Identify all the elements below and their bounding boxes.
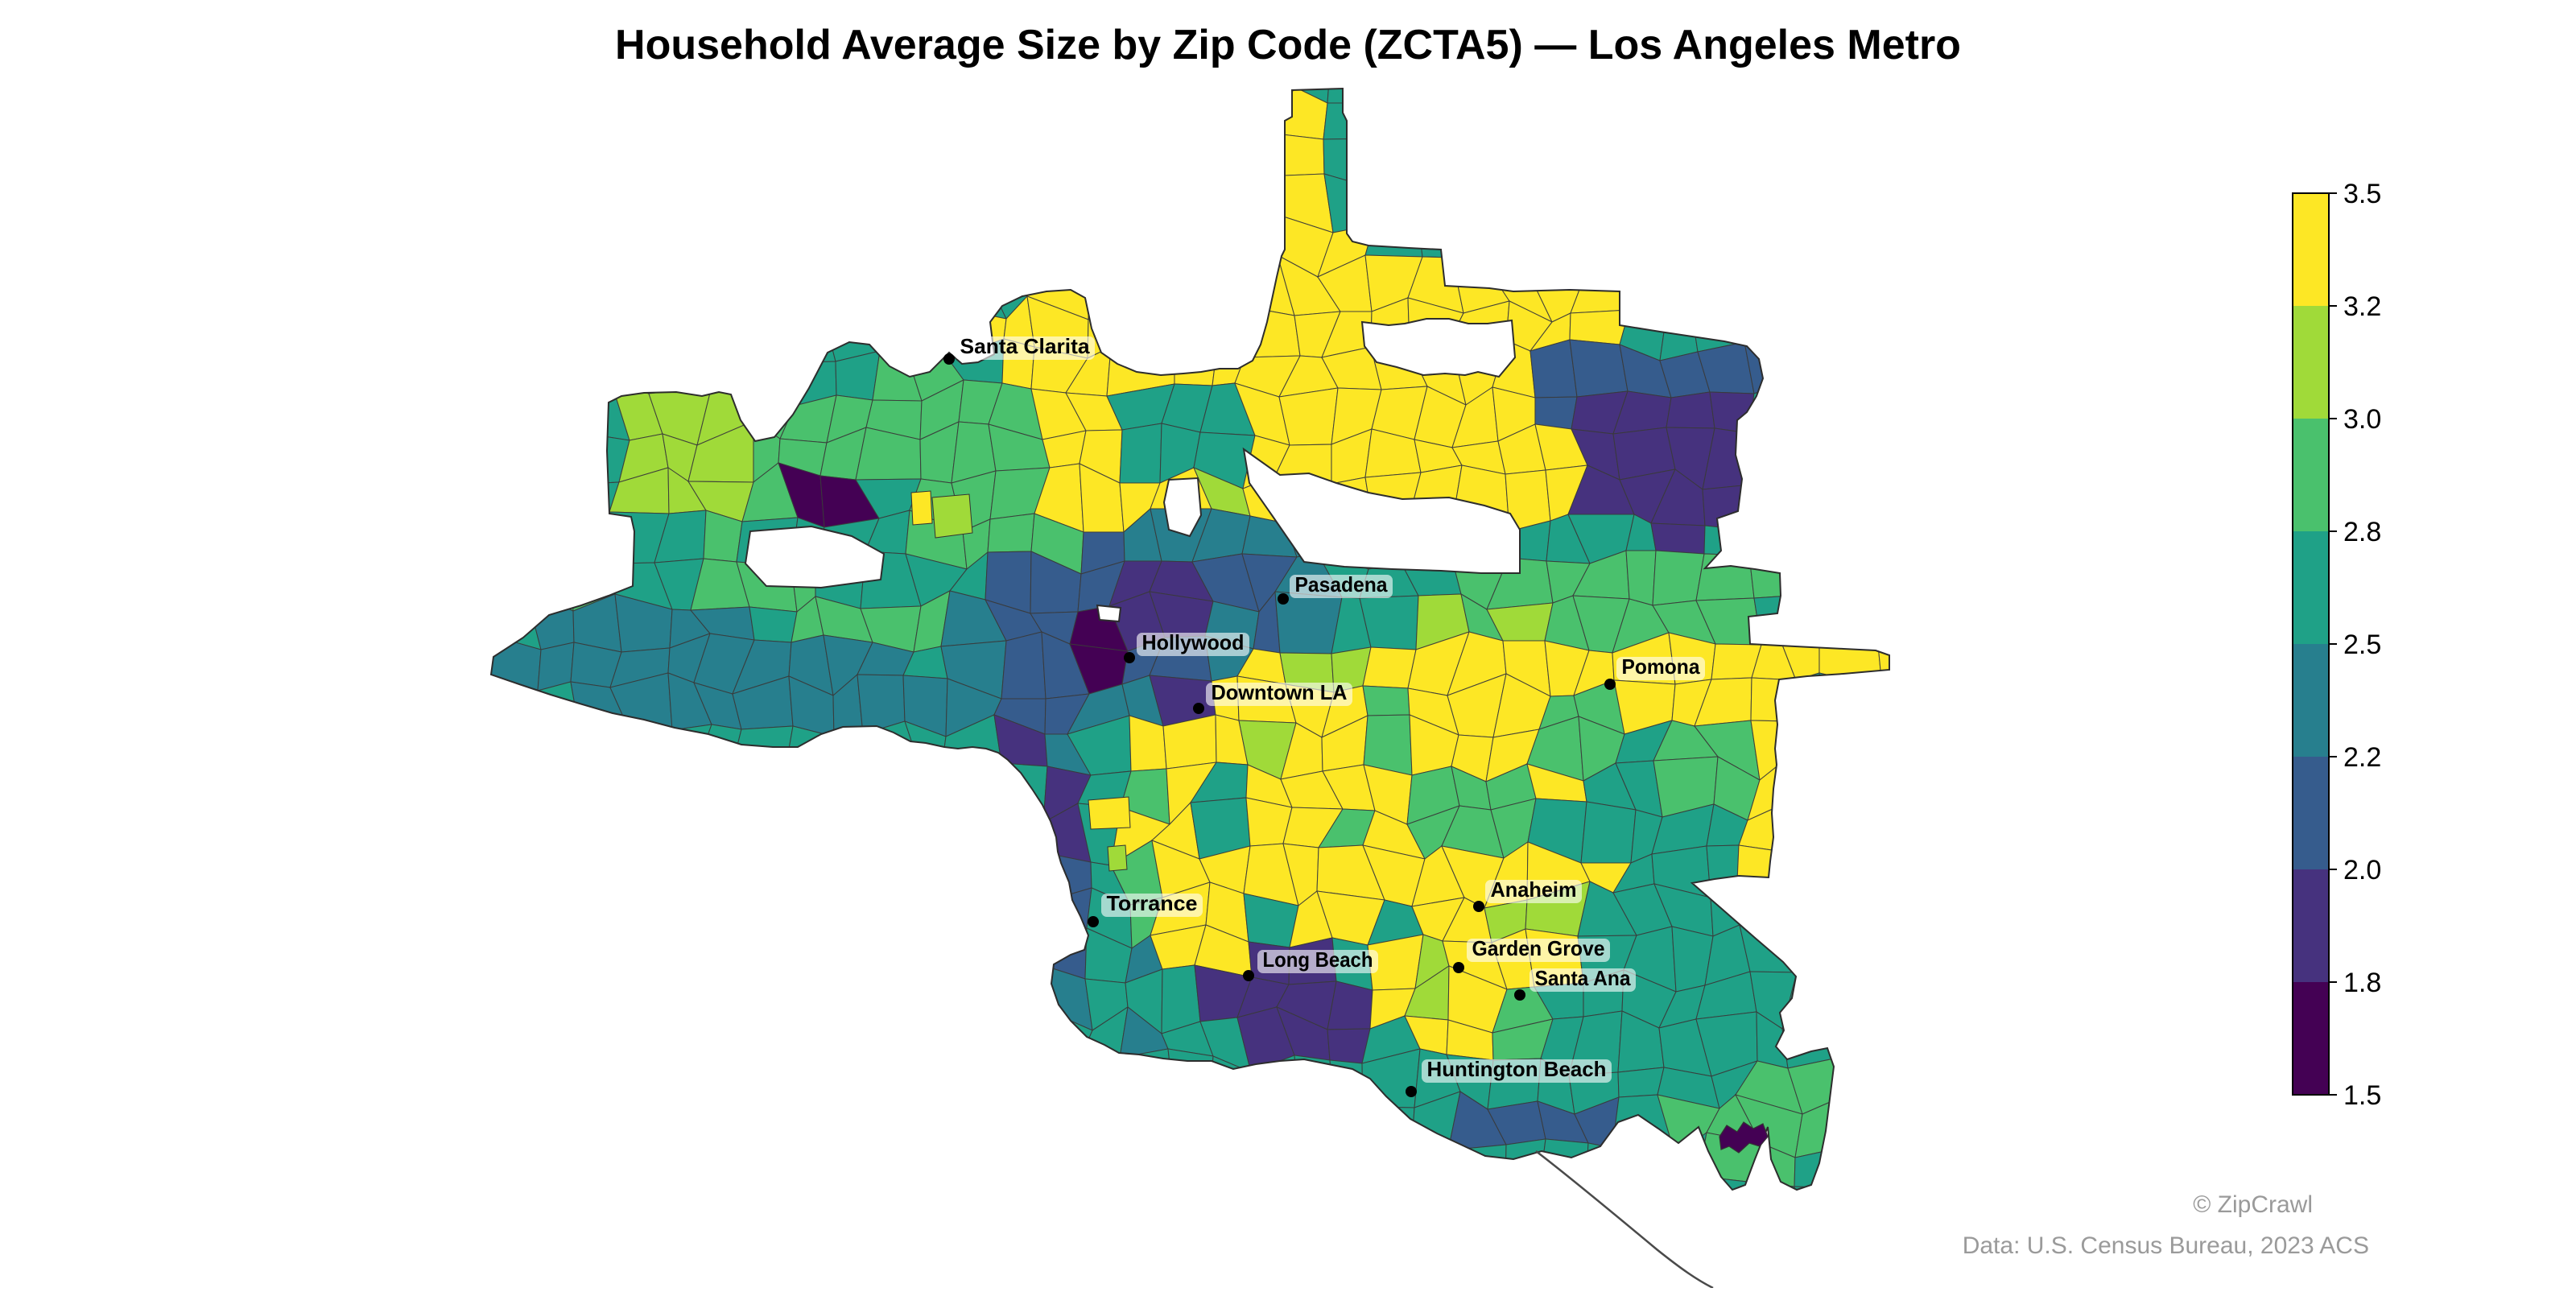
svg-text:2.2: 2.2 xyxy=(2343,742,2381,773)
svg-text:Anaheim: Anaheim xyxy=(1491,877,1577,902)
svg-text:Long Beach: Long Beach xyxy=(1263,947,1373,972)
svg-text:2.0: 2.0 xyxy=(2343,855,2381,885)
svg-text:2.8: 2.8 xyxy=(2343,517,2381,547)
svg-text:Santa Clarita: Santa Clarita xyxy=(960,334,1091,358)
svg-text:Santa Ana: Santa Ana xyxy=(1535,966,1632,990)
svg-text:Pomona: Pomona xyxy=(1622,654,1700,679)
svg-text:Household Average Size by Zip: Household Average Size by Zip Code (ZCTA… xyxy=(615,22,1961,68)
svg-text:1.8: 1.8 xyxy=(2343,968,2381,998)
svg-text:Hollywood: Hollywood xyxy=(1142,630,1245,654)
svg-text:2.5: 2.5 xyxy=(2343,629,2381,660)
svg-text:Pasadena: Pasadena xyxy=(1295,572,1389,596)
svg-text:1.5: 1.5 xyxy=(2343,1080,2381,1111)
svg-text:3.0: 3.0 xyxy=(2343,404,2381,435)
svg-text:Garden Grove: Garden Grove xyxy=(1472,936,1605,960)
svg-text:3.2: 3.2 xyxy=(2343,291,2381,322)
svg-text:Data: U.S. Census Bureau, 2023: Data: U.S. Census Bureau, 2023 ACS xyxy=(1963,1232,2369,1259)
svg-text:3.5: 3.5 xyxy=(2343,179,2381,209)
svg-text:Huntington Beach: Huntington Beach xyxy=(1427,1057,1607,1081)
svg-text:Torrance: Torrance xyxy=(1107,891,1198,915)
svg-text:© ZipCrawl: © ZipCrawl xyxy=(2193,1191,2313,1218)
svg-text:Downtown LA: Downtown LA xyxy=(1212,680,1348,704)
